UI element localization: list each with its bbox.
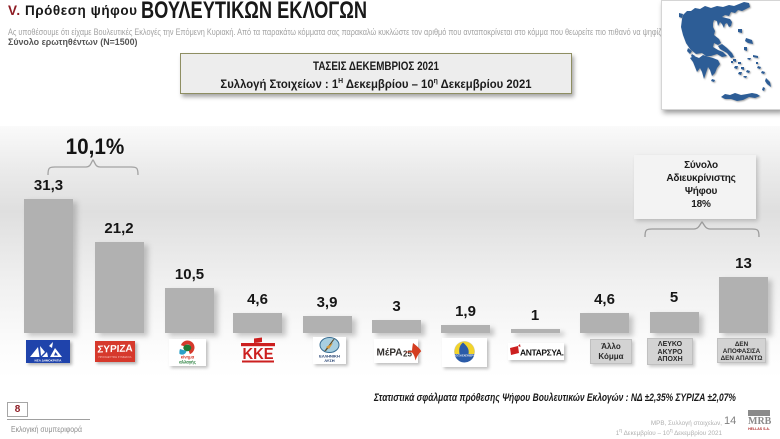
svg-text:ΑΝΤΑΡΣΥΑ.: ΑΝΤΑΡΣΥΑ. [520, 348, 564, 358]
svg-text:25: 25 [403, 350, 412, 359]
svg-text:ΛΥΣΗ: ΛΥΣΗ [324, 358, 334, 363]
svg-text:ΠΛΕΥΣΗ ΕΛΕΥΘΕΡΙΑΣ: ΠΛΕΥΣΗ ΕΛΕΥΘΕΡΙΑΣ [452, 354, 477, 357]
svg-text:αλλαγής: αλλαγής [179, 360, 197, 365]
svg-text:KKE: KKE [243, 346, 274, 363]
svg-text:κίνημα: κίνημα [181, 355, 195, 360]
svg-text:ΕΛΛΗΝΙΚΗ: ΕΛΛΗΝΙΚΗ [319, 354, 340, 359]
svg-text:ΝΕΑ ΔΗΜΟΚΡΑΤΙΑ: ΝΕΑ ΔΗΜΟΚΡΑΤΙΑ [35, 359, 63, 363]
svg-text:ΜέΡΑ: ΜέΡΑ [377, 348, 403, 359]
